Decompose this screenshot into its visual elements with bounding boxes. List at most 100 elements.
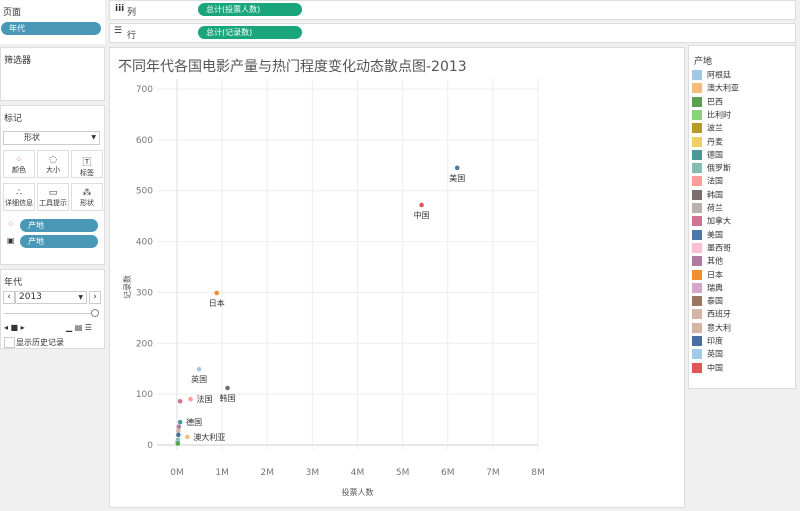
data-label: 日本 <box>209 298 225 308</box>
shape-button[interactable]: ⁂ 形状 <box>71 183 103 211</box>
legend-label: 意大利 <box>707 323 731 333</box>
legend-label: 英国 <box>707 349 723 359</box>
color-pill[interactable]: 产地 <box>20 219 98 232</box>
columns-icon: iii <box>115 4 125 14</box>
x-tick-label: 7M <box>486 468 500 478</box>
rows-icon: ☰ <box>114 26 123 36</box>
legend-panel: 产地 阿根廷 澳大利亚 巴西 比利时 波兰 丹麦 德国 俄罗斯 法国 韩国 荷兰 加拿大 美国 墨西哥 其他… <box>688 45 796 389</box>
legend-label: 阿根廷 <box>707 70 731 80</box>
data-label: 美国 <box>449 173 465 183</box>
columns-pill[interactable]: 总计(投票人数) <box>198 3 302 16</box>
playback-controls[interactable]: ◂ ■ ▸ <box>4 323 25 332</box>
slider-handle[interactable] <box>91 309 99 317</box>
legend-item[interactable]: 阿根廷 <box>692 70 731 82</box>
legend-item[interactable]: 印度 <box>692 336 723 348</box>
label-pill[interactable]: 产地 <box>20 235 98 248</box>
legend-item[interactable]: 俄罗斯 <box>692 163 731 175</box>
x-axis-label: 投票人数 <box>342 487 374 497</box>
legend-label: 加拿大 <box>707 216 731 226</box>
legend-item[interactable]: 法国 <box>692 176 723 188</box>
year-select[interactable]: 2013 ▼ <box>15 291 87 304</box>
x-tick-label: 6M <box>441 468 455 478</box>
legend-item[interactable]: 日本 <box>692 269 723 282</box>
detail-icon: ∴ <box>16 188 22 198</box>
label-label: 标签 <box>80 169 94 177</box>
legend-swatch <box>692 109 702 120</box>
legend-item[interactable]: 西班牙 <box>692 309 731 321</box>
legend-item[interactable]: 荷兰 <box>692 203 723 215</box>
detail-label: 详细信息 <box>5 199 33 207</box>
legend-item[interactable]: 其他 <box>692 256 723 268</box>
rows-label: 行 <box>127 31 137 41</box>
legend-item[interactable]: 比利时 <box>692 109 731 122</box>
label-button[interactable]: 🅃 标签 <box>71 150 103 178</box>
legend-label: 泰国 <box>707 296 723 306</box>
year-title: 年代 <box>4 278 23 288</box>
legend-item[interactable]: 丹麦 <box>692 136 723 149</box>
legend-swatch <box>692 242 702 253</box>
pages-pill[interactable]: 年代 <box>1 22 101 35</box>
legend-swatch <box>692 136 702 147</box>
legend-swatch <box>692 362 702 373</box>
legend-label: 德国 <box>707 150 723 160</box>
color-pill-icon: ⁘ <box>7 220 15 230</box>
history-checkbox[interactable] <box>4 337 15 348</box>
size-label: 大小 <box>46 166 60 174</box>
legend-item[interactable]: 德国 <box>692 149 723 162</box>
legend-item[interactable]: 波兰 <box>692 123 723 135</box>
legend-item[interactable]: 泰国 <box>692 296 723 308</box>
data-point <box>177 419 183 425</box>
legend-swatch <box>692 189 702 200</box>
y-tick-label: 200 <box>136 339 153 349</box>
size-button[interactable]: ◌ 大小 <box>37 150 69 178</box>
rows-pill[interactable]: 总计(记录数) <box>198 26 302 39</box>
speed-controls[interactable]: ▁ ▤ ☰ <box>66 323 92 332</box>
x-tick-label: 4M <box>351 468 365 478</box>
legend-label: 其他 <box>707 256 723 266</box>
legend-item[interactable]: 美国 <box>692 229 723 242</box>
legend-label: 巴西 <box>707 97 723 107</box>
scatter-chart: 不同年代各国电影产量与热门程度变化动态散点图-2013 0 100 200 300 400… <box>118 59 545 497</box>
year-slider[interactable] <box>4 313 96 314</box>
mark-type-select[interactable]: 形状 ▼ <box>3 131 100 145</box>
legend-swatch <box>692 256 702 267</box>
legend-swatch <box>692 296 702 307</box>
year-control: 年代 ‹ 2013 ▼ › ◂ ■ ▸ ▁ ▤ ☰ 显示历史记录 <box>0 269 105 349</box>
data-point <box>177 398 183 404</box>
legend-item[interactable]: 墨西哥 <box>692 242 731 255</box>
tooltip-button[interactable]: ▭ 工具提示 <box>37 183 69 211</box>
data-label: 英国 <box>191 374 207 384</box>
data-label: 德国 <box>186 417 202 427</box>
filters-panel[interactable]: 筛选器 <box>0 47 105 101</box>
detail-button[interactable]: ∴ 详细信息 <box>3 183 35 211</box>
legend-label: 墨西哥 <box>707 243 731 253</box>
legend-item[interactable]: 英国 <box>692 349 723 361</box>
legend-swatch <box>692 269 702 280</box>
legend-swatch <box>692 336 702 346</box>
legend-label: 法国 <box>707 176 723 186</box>
legend-item[interactable]: 瑞典 <box>692 282 723 295</box>
legend-item[interactable]: 巴西 <box>692 96 723 109</box>
next-button[interactable]: › <box>89 291 101 304</box>
legend-label: 韩国 <box>707 190 723 200</box>
legend-item[interactable]: 意大利 <box>692 322 731 335</box>
columns-label: 列 <box>127 8 137 18</box>
legend-label: 俄罗斯 <box>707 163 731 173</box>
prev-button[interactable]: ‹ <box>3 291 15 304</box>
legend-swatch <box>692 203 702 213</box>
legend-item[interactable]: 澳大利亚 <box>692 83 739 95</box>
legend-swatch <box>692 96 702 107</box>
data-point <box>175 441 181 446</box>
data-label: 法国 <box>197 394 213 404</box>
legend-item[interactable]: 韩国 <box>692 189 723 202</box>
legend-item[interactable]: 中国 <box>692 362 723 375</box>
color-button[interactable]: ⁘ 颜色 <box>3 150 35 178</box>
tooltip-label: 工具提示 <box>39 199 67 207</box>
size-icon: ◌ <box>49 155 57 165</box>
filters-title: 筛选器 <box>4 56 32 66</box>
legend-label: 印度 <box>707 336 723 346</box>
legend-swatch <box>692 176 702 187</box>
legend-item[interactable]: 加拿大 <box>692 216 731 228</box>
history-label[interactable]: 显示历史记录 <box>16 338 64 347</box>
legend-swatch <box>692 216 702 227</box>
